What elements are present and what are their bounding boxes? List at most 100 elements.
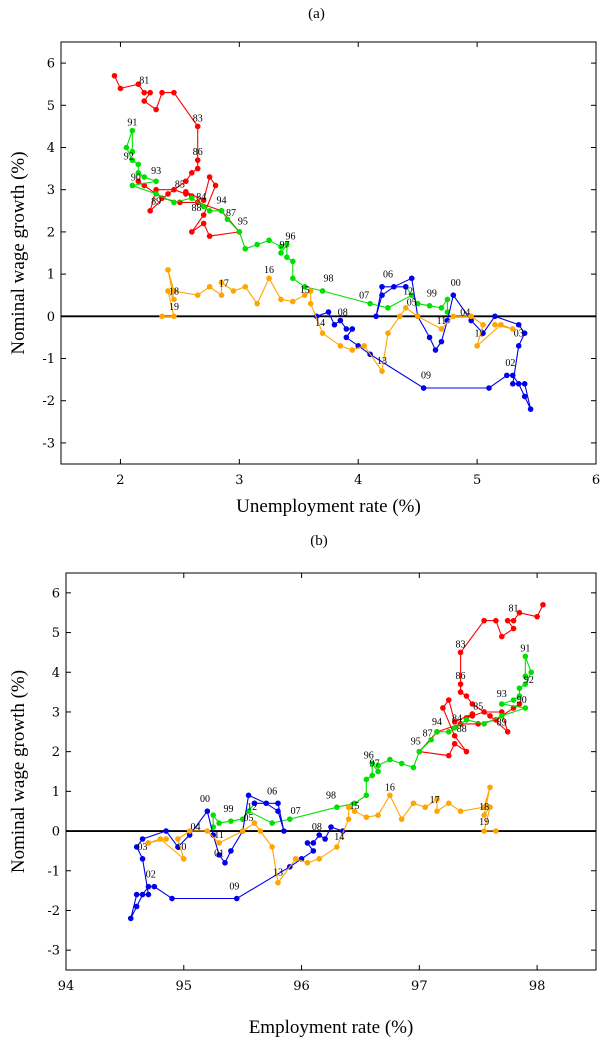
data-point bbox=[515, 381, 522, 387]
data-point bbox=[450, 292, 457, 299]
y-tick-label: 4 bbox=[47, 141, 55, 156]
data-point bbox=[218, 208, 225, 214]
data-point bbox=[135, 81, 142, 87]
data-point bbox=[457, 689, 464, 695]
data-point bbox=[498, 713, 505, 719]
data-point bbox=[515, 321, 522, 328]
data-point bbox=[111, 72, 118, 79]
point-year-label: 08 bbox=[312, 822, 322, 833]
data-point bbox=[469, 701, 476, 707]
data-point bbox=[521, 330, 528, 336]
data-point bbox=[212, 182, 219, 189]
data-point bbox=[379, 368, 385, 374]
data-point bbox=[369, 772, 376, 779]
data-point bbox=[322, 836, 328, 842]
data-point bbox=[171, 199, 177, 206]
x-tick-label: 4 bbox=[354, 473, 362, 488]
data-point bbox=[391, 283, 397, 290]
data-point bbox=[200, 203, 207, 210]
data-point bbox=[474, 343, 480, 349]
data-point bbox=[159, 313, 165, 320]
y-tick-label: 3 bbox=[52, 705, 60, 720]
data-point bbox=[263, 800, 270, 807]
data-point bbox=[420, 385, 427, 391]
data-point bbox=[363, 792, 370, 799]
point-year-label: 87 bbox=[226, 208, 236, 219]
data-point bbox=[410, 800, 417, 807]
data-point bbox=[349, 326, 356, 332]
data-point bbox=[228, 848, 234, 854]
data-point bbox=[153, 106, 159, 113]
data-point bbox=[210, 812, 217, 818]
point-year-label: 07 bbox=[359, 291, 369, 302]
data-point bbox=[444, 317, 451, 324]
data-point bbox=[438, 338, 445, 345]
data-point bbox=[444, 296, 451, 303]
point-year-label: 92 bbox=[124, 151, 134, 162]
point-year-label: 97 bbox=[370, 759, 380, 770]
point-year-label: 06 bbox=[383, 269, 393, 280]
data-point bbox=[434, 729, 440, 735]
panel-title: (a) bbox=[308, 6, 325, 22]
data-point bbox=[481, 721, 487, 727]
data-point bbox=[398, 816, 405, 822]
data-point bbox=[481, 709, 487, 715]
point-year-label: 16 bbox=[264, 265, 274, 276]
data-point bbox=[165, 191, 171, 197]
data-point bbox=[385, 305, 391, 311]
point-year-label: 17 bbox=[219, 279, 229, 290]
point-year-label: 98 bbox=[326, 790, 336, 801]
y-tick-label: 0 bbox=[52, 825, 60, 840]
data-point bbox=[145, 891, 152, 898]
data-point bbox=[222, 860, 228, 866]
data-point bbox=[245, 792, 252, 799]
data-point bbox=[522, 705, 529, 711]
point-year-label: 09 bbox=[421, 371, 431, 382]
point-year-label: 85 bbox=[473, 702, 483, 713]
point-year-label: 12 bbox=[403, 286, 413, 297]
data-point bbox=[153, 186, 159, 193]
data-point bbox=[171, 296, 177, 303]
data-point bbox=[310, 848, 317, 854]
data-point bbox=[521, 393, 528, 400]
series-2: 06 07 00 08 04 10 03 02 09 01 bbox=[127, 786, 346, 922]
point-year-label: 81 bbox=[139, 75, 149, 86]
data-point bbox=[281, 828, 287, 834]
y-tick-label: 6 bbox=[52, 586, 60, 601]
point-year-label: 94 bbox=[217, 196, 227, 207]
point-year-label: 14 bbox=[315, 318, 325, 329]
data-point bbox=[498, 633, 505, 640]
data-point bbox=[450, 313, 457, 320]
point-year-label: 00 bbox=[451, 278, 461, 289]
data-point bbox=[139, 856, 146, 862]
data-point bbox=[141, 98, 148, 104]
point-year-label: 15 bbox=[300, 285, 310, 296]
data-point bbox=[278, 243, 284, 250]
point-year-label: 02 bbox=[505, 358, 515, 369]
point-year-label: 89 bbox=[497, 718, 507, 729]
data-point bbox=[301, 292, 308, 299]
data-point bbox=[310, 840, 317, 846]
point-year-label: 91 bbox=[520, 643, 530, 654]
point-year-label: 88 bbox=[192, 203, 202, 214]
data-point bbox=[171, 313, 177, 320]
data-point bbox=[147, 89, 153, 96]
data-point bbox=[325, 309, 332, 315]
data-point bbox=[242, 283, 249, 290]
point-year-label: 93 bbox=[151, 166, 161, 177]
data-point bbox=[206, 174, 213, 180]
data-point bbox=[236, 229, 243, 235]
data-point bbox=[516, 693, 523, 699]
data-point bbox=[123, 144, 130, 151]
data-point bbox=[387, 756, 393, 763]
data-point bbox=[334, 804, 340, 811]
data-point bbox=[522, 653, 529, 660]
data-point bbox=[487, 713, 493, 719]
data-point bbox=[175, 836, 181, 842]
y-tick-label: -3 bbox=[47, 944, 60, 959]
data-point bbox=[522, 681, 529, 687]
data-point bbox=[410, 764, 417, 771]
data-point bbox=[509, 372, 516, 379]
